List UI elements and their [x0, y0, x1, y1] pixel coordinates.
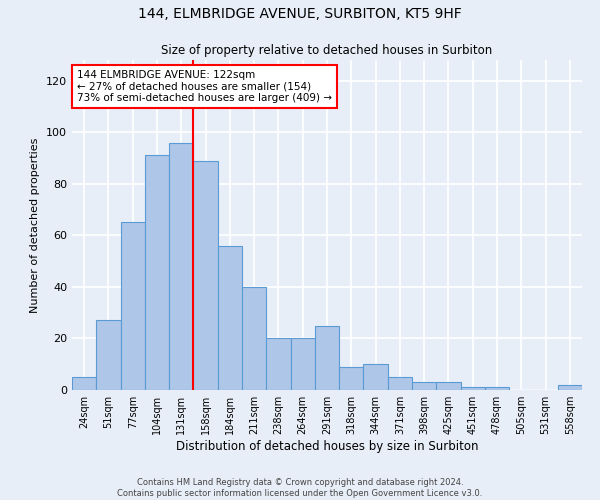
Bar [193, 160, 218, 390]
Bar [339, 367, 364, 390]
Bar [388, 377, 412, 390]
Bar [364, 364, 388, 390]
Bar [96, 320, 121, 390]
Text: 144 ELMBRIDGE AVENUE: 122sqm
← 27% of detached houses are smaller (154)
73% of s: 144 ELMBRIDGE AVENUE: 122sqm ← 27% of de… [77, 70, 332, 103]
Bar [72, 377, 96, 390]
Bar [485, 388, 509, 390]
Bar [290, 338, 315, 390]
Bar [266, 338, 290, 390]
Bar [558, 385, 582, 390]
Text: 144, ELMBRIDGE AVENUE, SURBITON, KT5 9HF: 144, ELMBRIDGE AVENUE, SURBITON, KT5 9HF [138, 8, 462, 22]
X-axis label: Distribution of detached houses by size in Surbiton: Distribution of detached houses by size … [176, 440, 478, 453]
Bar [145, 156, 169, 390]
Bar [412, 382, 436, 390]
Bar [218, 246, 242, 390]
Text: Contains HM Land Registry data © Crown copyright and database right 2024.
Contai: Contains HM Land Registry data © Crown c… [118, 478, 482, 498]
Y-axis label: Number of detached properties: Number of detached properties [31, 138, 40, 312]
Bar [315, 326, 339, 390]
Bar [121, 222, 145, 390]
Title: Size of property relative to detached houses in Surbiton: Size of property relative to detached ho… [161, 44, 493, 58]
Bar [169, 142, 193, 390]
Bar [436, 382, 461, 390]
Bar [242, 287, 266, 390]
Bar [461, 388, 485, 390]
